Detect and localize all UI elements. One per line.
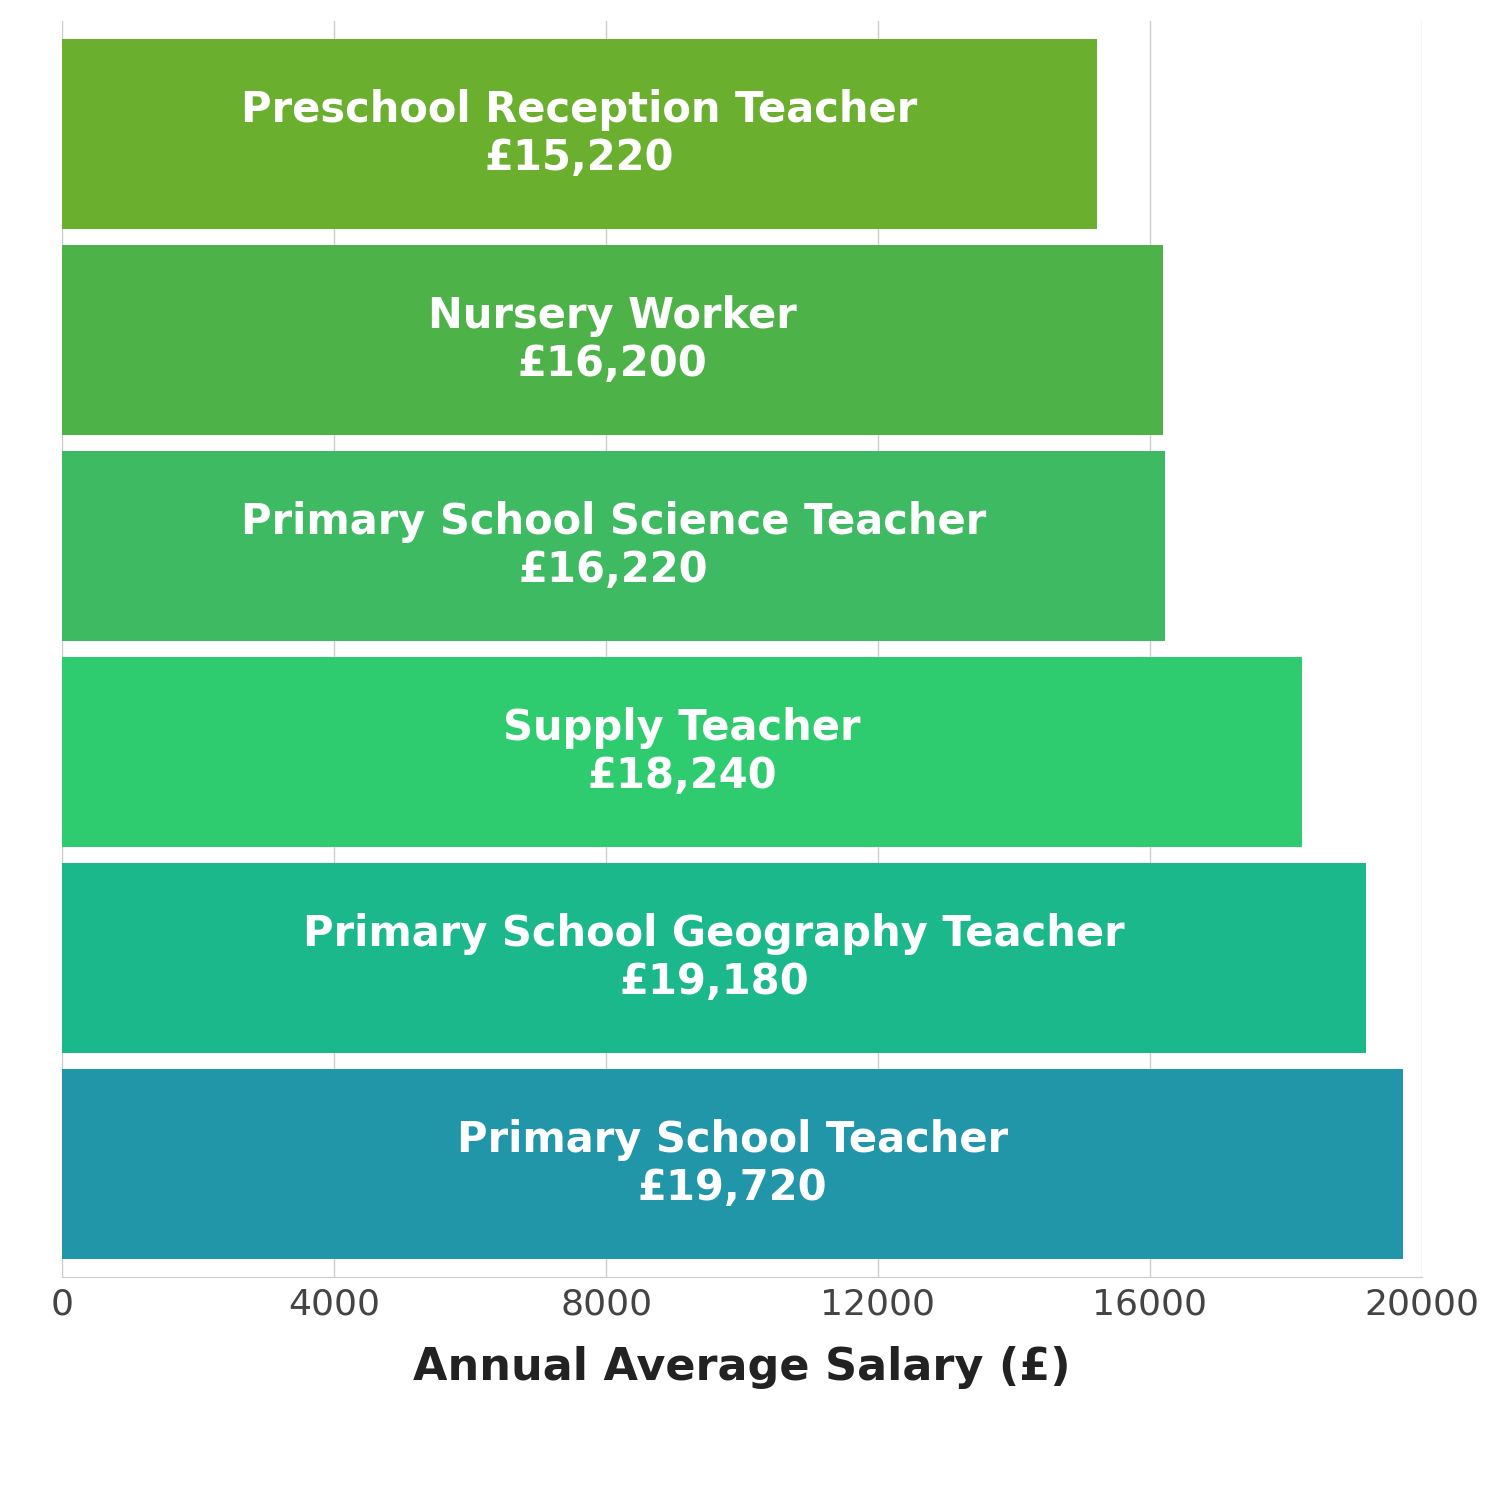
X-axis label: Annual Average Salary (£): Annual Average Salary (£)	[413, 1346, 1071, 1389]
Text: Primary School Science Teacher
£16,220: Primary School Science Teacher £16,220	[242, 501, 986, 591]
Text: Preschool Reception Teacher
£15,220: Preschool Reception Teacher £15,220	[242, 88, 918, 180]
Text: Primary School Geography Teacher
£19,180: Primary School Geography Teacher £19,180	[303, 914, 1125, 1004]
Bar	[63, 864, 1366, 1053]
Bar	[63, 1070, 1402, 1258]
Bar	[63, 657, 1302, 847]
Text: Nursery Worker
£16,200: Nursery Worker £16,200	[429, 296, 796, 386]
Text: Supply Teacher
£18,240: Supply Teacher £18,240	[504, 706, 861, 798]
Bar	[63, 452, 1166, 640]
Text: Primary School Teacher
£19,720: Primary School Teacher £19,720	[458, 1119, 1008, 1209]
Bar	[63, 39, 1096, 230]
Bar	[63, 246, 1164, 435]
